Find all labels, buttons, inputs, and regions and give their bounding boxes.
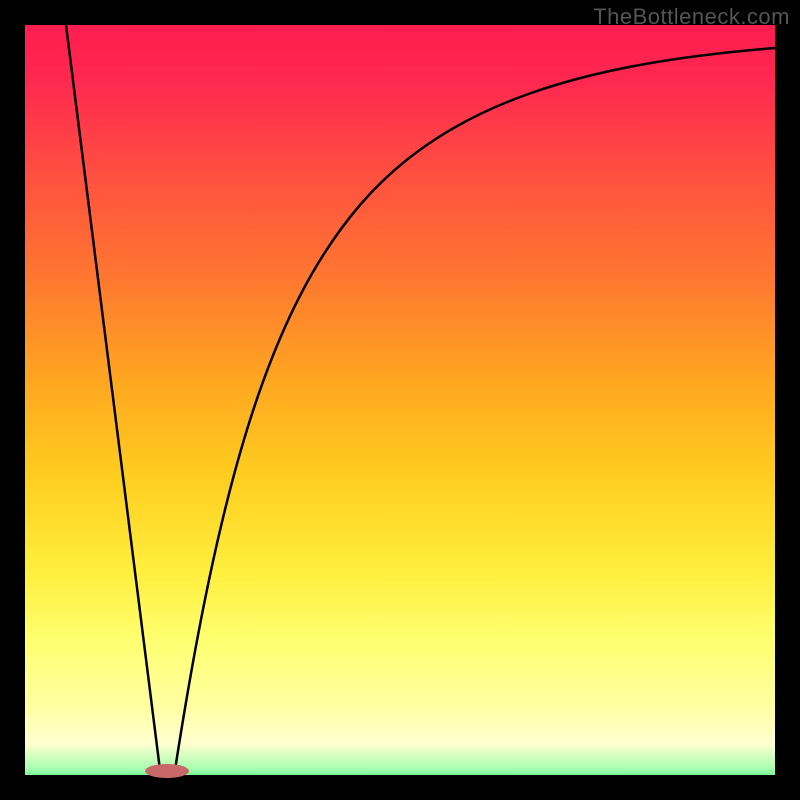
chart-container: TheBottleneck.com xyxy=(0,0,800,800)
chart-background xyxy=(0,0,800,800)
bottleneck-chart xyxy=(0,0,800,800)
bottleneck-marker xyxy=(145,764,189,778)
watermark-text: TheBottleneck.com xyxy=(593,4,790,30)
